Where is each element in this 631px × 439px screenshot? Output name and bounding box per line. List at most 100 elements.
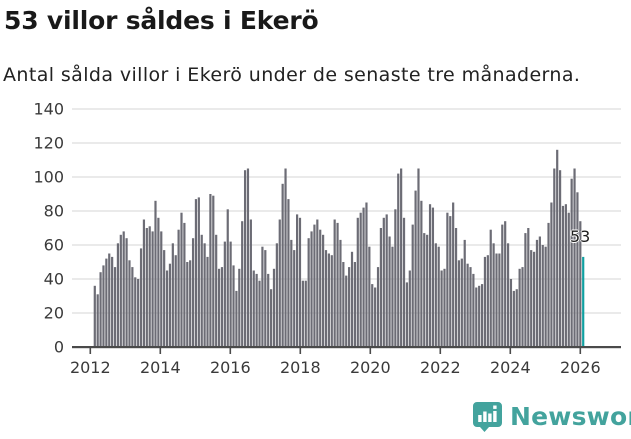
chart-bar (553, 168, 556, 347)
chart-bar (348, 267, 351, 347)
chart-bar (137, 279, 140, 347)
chart-bar (547, 222, 550, 347)
chart-bar (252, 270, 255, 347)
chart-bar (290, 239, 293, 347)
chart-bar (313, 224, 316, 347)
chart-bar (556, 149, 559, 347)
y-axis-label: 40 (44, 270, 64, 289)
chart-bar (301, 280, 304, 347)
chart-bar (527, 228, 530, 347)
chart-bar (261, 246, 264, 347)
chart-bar (203, 243, 206, 347)
chart-bar (229, 241, 232, 347)
chart-subtitle: Antal sålda villor i Ekerö under de sena… (3, 64, 581, 86)
y-axis-label: 80 (44, 202, 64, 221)
chart-bar (119, 234, 122, 347)
chart-bar (489, 229, 492, 347)
chart-bar (501, 224, 504, 347)
page-title: 53 villor såldes i Ekerö (4, 6, 319, 35)
x-axis-line (72, 346, 621, 349)
chart-bar (186, 262, 189, 347)
chart-bar (93, 285, 96, 347)
chart-bar (518, 268, 521, 347)
chart-bar (105, 258, 108, 347)
chart-bar (573, 168, 576, 347)
chart-bar (405, 282, 409, 347)
chart-bar (469, 267, 472, 347)
chart-bar (293, 250, 296, 347)
chart-bar (191, 238, 195, 347)
chart-bar (374, 287, 377, 347)
chart-bar (142, 219, 146, 347)
chart-bar (226, 209, 229, 347)
chart-bar (544, 246, 547, 347)
chart-bar (102, 265, 105, 347)
chart-bar (385, 214, 388, 347)
chart-bar (353, 262, 356, 347)
chart-bar (561, 205, 565, 347)
chart-bar (449, 216, 452, 347)
chart-bar (128, 260, 131, 347)
chart-bar (466, 263, 469, 347)
x-axis-label: 2024 (490, 358, 531, 377)
chart-bar (284, 168, 287, 347)
chart-bar (209, 194, 212, 347)
y-axis-label: 20 (44, 304, 64, 323)
chart-bar (443, 268, 446, 347)
chart-bar (281, 183, 284, 347)
chart-bar (322, 234, 325, 347)
chart-bar (296, 214, 299, 347)
chart-bar (275, 243, 278, 347)
chart-bar (414, 190, 417, 347)
newsworthy-logo[interactable]: Newsworthy (472, 400, 631, 432)
chart-bar (498, 253, 501, 347)
chart-bar (255, 273, 258, 347)
chart-bar (212, 195, 215, 347)
chart-bar (249, 219, 252, 347)
chart-bar (111, 256, 114, 347)
chart-bar (535, 239, 539, 347)
chart-bar (238, 268, 241, 347)
chart-bar (483, 256, 487, 347)
chart-bar (145, 228, 148, 347)
chart-bar (388, 236, 391, 347)
chart-bar (163, 250, 166, 347)
chart-bar (475, 287, 478, 347)
chart-bar (108, 253, 111, 347)
chart-svg: 0 20 40 60 80 100 120 140 2012 2014 2016 2018 2020 20… (33, 100, 621, 377)
chart-bar (99, 272, 102, 347)
chart-bar (359, 212, 362, 347)
chart-bar (168, 263, 172, 347)
chart-bar (460, 258, 463, 347)
chart-bar (307, 238, 310, 347)
chart-bar (486, 255, 489, 347)
chart-bar (371, 284, 374, 347)
chart-bar (512, 290, 515, 347)
chart-bar (472, 273, 475, 347)
chart-bar (304, 280, 307, 347)
chart-bar (200, 234, 203, 347)
chart-bar (564, 204, 567, 347)
x-axis-label: 2026 (560, 358, 601, 377)
chart-bar (567, 212, 570, 347)
chart-bar (426, 234, 429, 347)
chart-bar (243, 170, 247, 347)
chart-bar (139, 248, 143, 347)
chart-bar (131, 267, 134, 347)
chart-bar (541, 245, 544, 347)
newsworthy-bubble-chart-icon (473, 402, 502, 432)
chart-bar (532, 251, 536, 347)
chart-bar (345, 275, 348, 347)
newsworthy-logo-text: Newsworthy (510, 401, 631, 431)
chart-bar (509, 279, 513, 347)
chart-bar (440, 270, 443, 347)
chart-bar (521, 267, 524, 347)
chart-bar (269, 289, 273, 347)
chart-bar (217, 268, 221, 347)
chart-bar (160, 231, 163, 347)
chart-bar (478, 285, 481, 347)
chart-bar (330, 255, 333, 347)
chart-bar (235, 290, 238, 347)
chart-bar (417, 168, 420, 347)
